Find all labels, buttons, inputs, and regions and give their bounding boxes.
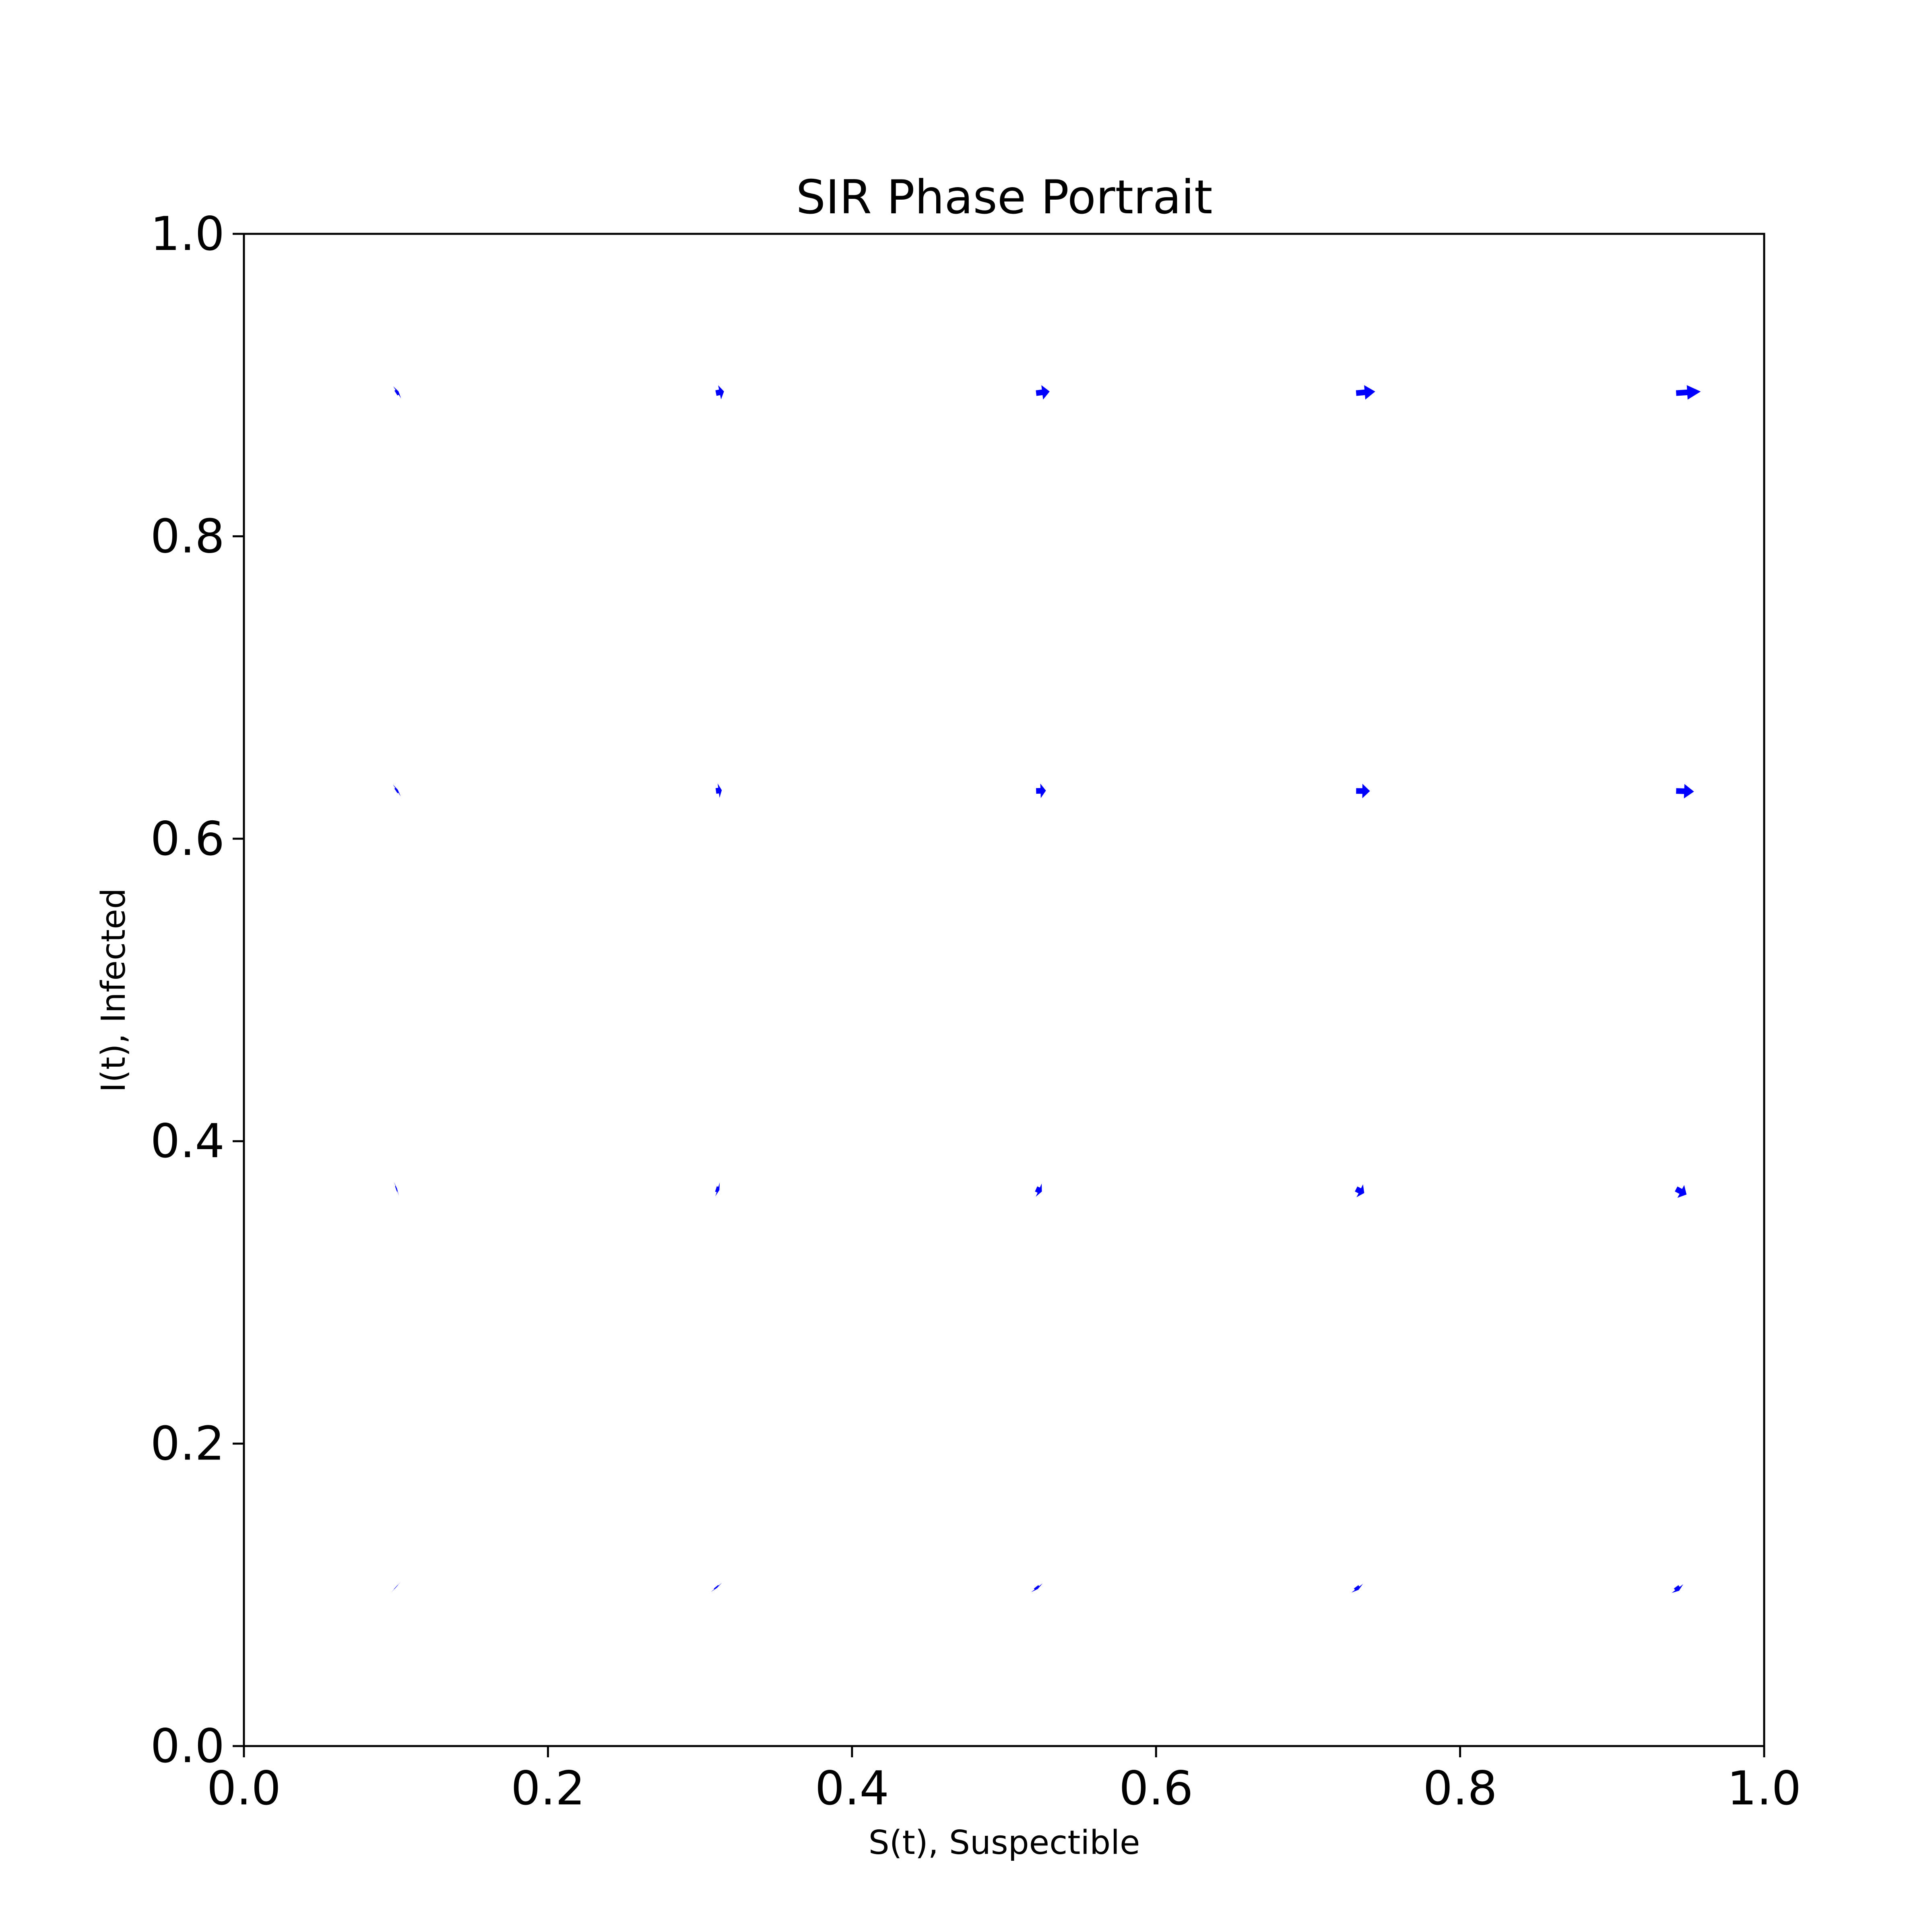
vector-arrow: [391, 1581, 401, 1593]
vector-arrow: [1356, 385, 1375, 400]
vector-arrow: [1676, 784, 1694, 799]
vector-arrow: [1035, 1183, 1042, 1197]
vector-arrow: [1036, 385, 1050, 400]
x-tick-label: 0.6: [1119, 1761, 1193, 1816]
vector-arrow: [1351, 1583, 1363, 1593]
vector-arrow: [393, 386, 401, 398]
y-tick-label: 1.0: [151, 207, 225, 261]
vector-arrow: [715, 1183, 720, 1197]
x-axis: 0.0 0.2 0.4 0.6 0.8 1.0: [207, 1746, 1801, 1816]
vector-arrow: [1036, 783, 1046, 798]
chart-title: SIR Phase Portrait: [796, 170, 1213, 225]
y-tick-label: 0.0: [151, 1719, 225, 1773]
vector-field: [391, 385, 1701, 1593]
vector-arrow: [711, 1583, 722, 1592]
y-tick-label: 0.8: [151, 509, 225, 564]
y-axis-label: I(t), Infected: [95, 888, 133, 1092]
vector-arrow: [1356, 784, 1370, 799]
vector-arrow: [1675, 1185, 1687, 1198]
vector-arrow: [1672, 1584, 1683, 1593]
vector-arrow: [394, 1182, 399, 1196]
y-tick-label: 0.6: [151, 812, 225, 866]
vector-arrow: [1031, 1583, 1043, 1592]
x-axis-label: S(t), Suspectible: [869, 1824, 1140, 1862]
vector-arrow: [392, 784, 401, 797]
vector-arrow: [1676, 385, 1701, 400]
y-tick-label: 0.4: [151, 1114, 225, 1168]
vector-arrow: [715, 783, 722, 798]
vector-arrow: [1355, 1184, 1364, 1197]
plot-frame: [243, 233, 1765, 1747]
x-tick-label: 1.0: [1727, 1761, 1801, 1816]
vector-arrow: [715, 385, 724, 400]
x-tick-label: 0.8: [1423, 1761, 1497, 1816]
x-tick-label: 0.2: [511, 1761, 585, 1816]
x-tick-label: 0.0: [207, 1761, 281, 1816]
x-tick-label: 0.4: [815, 1761, 889, 1816]
y-tick-label: 0.2: [151, 1417, 225, 1471]
y-axis: 0.0 0.2 0.4 0.6 0.8 1.0: [151, 207, 244, 1773]
